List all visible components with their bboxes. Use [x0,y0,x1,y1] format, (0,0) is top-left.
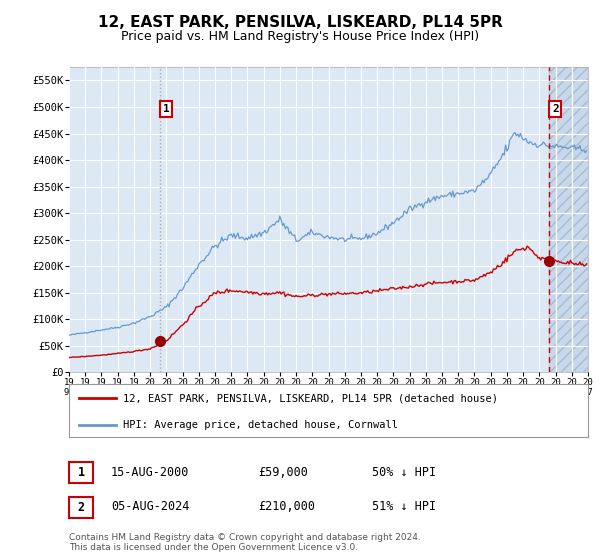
Text: 15-AUG-2000: 15-AUG-2000 [111,465,190,479]
Text: 1: 1 [77,466,85,479]
Text: 1: 1 [163,104,169,114]
Text: 50% ↓ HPI: 50% ↓ HPI [372,465,436,479]
Text: 51% ↓ HPI: 51% ↓ HPI [372,500,436,514]
Text: 2: 2 [552,104,559,114]
Text: 12, EAST PARK, PENSILVA, LISKEARD, PL14 5PR (detached house): 12, EAST PARK, PENSILVA, LISKEARD, PL14 … [124,394,499,404]
Text: 05-AUG-2024: 05-AUG-2024 [111,500,190,514]
Text: This data is licensed under the Open Government Licence v3.0.: This data is licensed under the Open Gov… [69,543,358,552]
Text: 2: 2 [77,501,85,514]
Text: 12, EAST PARK, PENSILVA, LISKEARD, PL14 5PR: 12, EAST PARK, PENSILVA, LISKEARD, PL14 … [98,15,502,30]
Text: £59,000: £59,000 [258,465,308,479]
Text: £210,000: £210,000 [258,500,315,514]
Text: Price paid vs. HM Land Registry's House Price Index (HPI): Price paid vs. HM Land Registry's House … [121,30,479,43]
Text: Contains HM Land Registry data © Crown copyright and database right 2024.: Contains HM Land Registry data © Crown c… [69,533,421,542]
Text: HPI: Average price, detached house, Cornwall: HPI: Average price, detached house, Corn… [124,420,398,430]
